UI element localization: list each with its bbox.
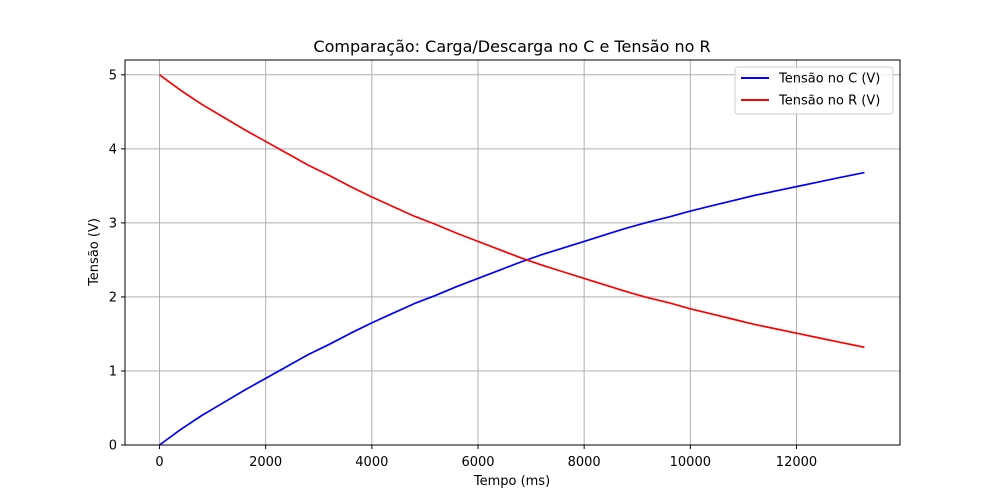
x-axis-label: Tempo (ms)	[473, 474, 550, 489]
x-tick-label: 12000	[776, 455, 817, 470]
chart-title: Comparação: Carga/Descarga no C e Tensão…	[313, 37, 710, 56]
x-tick-label: 8000	[568, 455, 601, 470]
series-line-resistor-voltage	[158, 74, 865, 349]
legend: Tensão no C (V) Tensão no R (V)	[734, 66, 894, 115]
x-tick-label: 0	[155, 455, 163, 470]
y-tick-label: 5	[109, 68, 117, 83]
y-tick-label: 4	[109, 142, 117, 157]
x-tick-label: 4000	[355, 455, 388, 470]
x-tick-label: 6000	[461, 455, 494, 470]
y-tick-label: 2	[109, 290, 117, 305]
y-tick-label: 3	[109, 216, 117, 231]
series-lines	[158, 74, 865, 446]
y-axis-label: Tensão (V)	[87, 218, 102, 287]
series-line-capacitor-voltage	[158, 171, 865, 446]
y-tick-label: 0	[109, 439, 117, 454]
y-tick-label: 1	[109, 364, 117, 379]
legend-label-capacitor: Tensão no C (V)	[778, 72, 880, 87]
axis-ticks: 0 2000 4000 6000 8000 10000 12000 0 1 2 3 4 5	[109, 68, 817, 470]
plot-frame	[124, 59, 901, 446]
x-tick-label: 10000	[670, 455, 711, 470]
legend-label-resistor: Tensão no R (V)	[778, 94, 880, 109]
legend-box	[734, 66, 894, 115]
x-tick-label: 2000	[249, 455, 282, 470]
